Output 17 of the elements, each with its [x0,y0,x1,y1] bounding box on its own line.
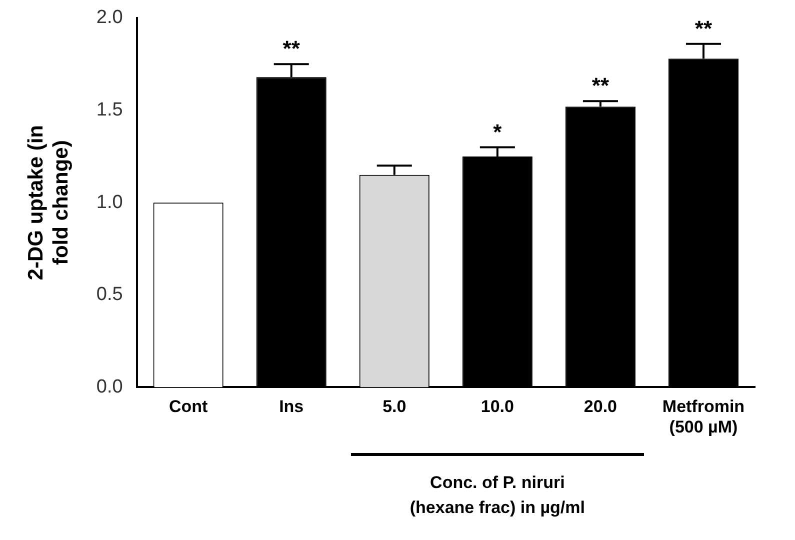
x-tick-label: Metfromin (500 µM) [662,397,745,436]
y-tick-label: 0.5 [96,284,123,306]
y-tick-label: 2.0 [96,7,123,28]
annotation: ** [592,73,610,98]
x-tick-label: 5.0 [382,397,406,416]
x-tick-label: Ins [279,397,304,416]
x-tick-label: Cont [168,397,208,416]
y-tick-label: 1.5 [96,100,123,121]
annotation: * [493,119,502,144]
y-axis-title: 2-DG uptake (in fold change) [24,125,73,280]
x-axis-title: Conc. of P. niruri (hexane frac) in µg/ml [410,472,585,517]
annotation: ** [694,16,712,41]
y-tick-label: 0.0 [96,376,123,398]
annotation: ** [282,36,300,62]
y-tick-label: 1.0 [96,192,123,213]
x-tick-label: 20.0 [584,397,617,416]
x-tick-label: 10.0 [480,397,514,416]
